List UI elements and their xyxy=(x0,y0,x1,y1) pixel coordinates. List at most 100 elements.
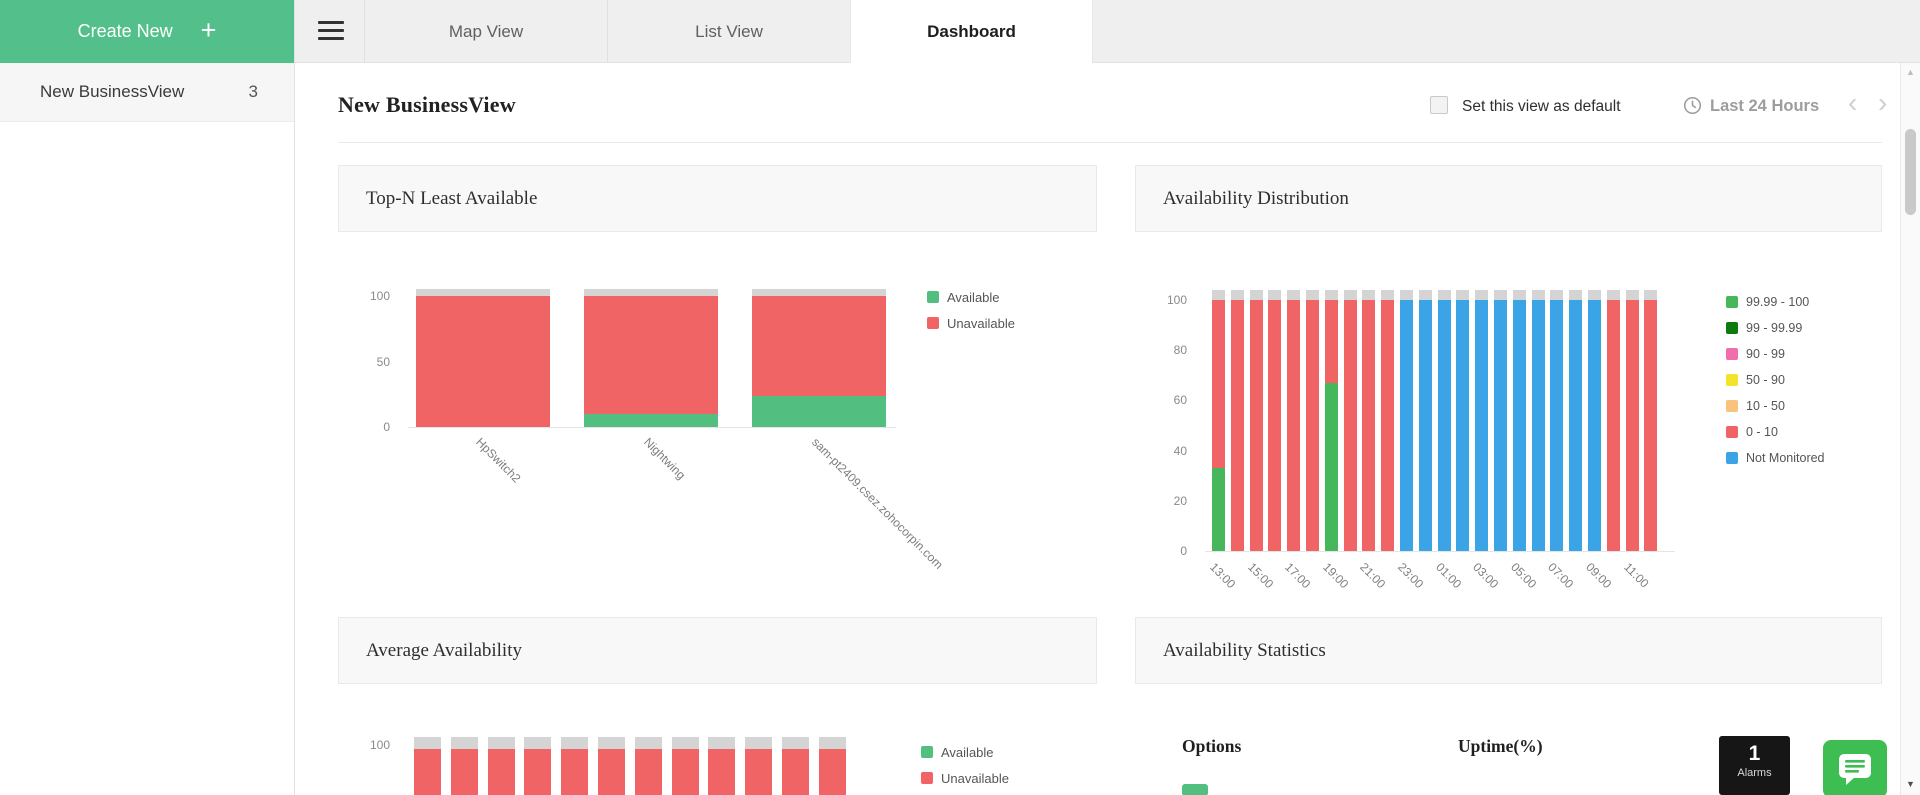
bar[interactable] xyxy=(450,737,478,795)
time-range-label[interactable]: Last 24 Hours xyxy=(1710,97,1820,115)
bar-cap xyxy=(708,737,736,749)
bar-Nightwing[interactable] xyxy=(584,289,718,427)
tab-list-view[interactable]: List View xyxy=(607,0,850,63)
bar-cap xyxy=(781,737,809,749)
bar-cap xyxy=(1381,290,1395,300)
bar[interactable] xyxy=(487,737,515,795)
legend-item[interactable]: 99.99 - 100 xyxy=(1726,294,1825,310)
legend-item[interactable]: Unavailable xyxy=(927,315,1015,331)
bar-segment xyxy=(1381,300,1395,551)
legend-swatch xyxy=(1726,348,1738,360)
sidebar-item-new-businessview[interactable]: New BusinessView 3 xyxy=(0,63,294,122)
bar-06:00[interactable] xyxy=(1531,290,1545,551)
bar-02:00[interactable] xyxy=(1456,290,1470,551)
bar[interactable] xyxy=(818,737,846,795)
vertical-scrollbar[interactable]: ▲ ▼ xyxy=(1900,63,1920,795)
alarms-count: 1 xyxy=(1748,742,1761,765)
bar-segment-unavailable xyxy=(745,749,773,795)
legend-item[interactable]: 50 - 90 xyxy=(1726,372,1825,388)
bar-14:00[interactable] xyxy=(1230,290,1244,551)
legend-label: 99.99 - 100 xyxy=(1746,295,1810,309)
bar-20:00[interactable] xyxy=(1343,290,1357,551)
bar[interactable] xyxy=(781,737,809,795)
legend-item[interactable]: Available xyxy=(927,289,1015,305)
bar-cap xyxy=(1569,290,1583,300)
legend-item[interactable]: Available xyxy=(921,744,1009,760)
x-axis-label: 09:00 xyxy=(1583,560,1615,592)
scroll-down-icon[interactable]: ▼ xyxy=(1906,779,1915,789)
bar-segment-unavailable xyxy=(752,296,886,396)
tab-map-view[interactable]: Map View xyxy=(364,0,607,63)
alarms-badge[interactable]: 1 Alarms xyxy=(1719,736,1790,795)
bar-22:00[interactable] xyxy=(1381,290,1395,551)
bar-cap xyxy=(524,737,552,749)
bar-19:00[interactable] xyxy=(1324,290,1338,551)
create-new-button[interactable]: Create New + xyxy=(0,0,294,63)
bar-HpSwitch2[interactable] xyxy=(416,289,550,427)
bar-13:00[interactable] xyxy=(1212,290,1225,551)
bar-cap xyxy=(671,737,699,749)
bar-23:00[interactable] xyxy=(1399,290,1413,551)
bar-12:00[interactable] xyxy=(1644,290,1658,551)
bar-03:00[interactable] xyxy=(1475,290,1489,551)
legend-swatch xyxy=(1726,452,1738,464)
bar[interactable] xyxy=(708,737,736,795)
availability-statistics-table: Options Uptime(%) xyxy=(1135,684,1882,795)
chevron-right-icon[interactable]: › xyxy=(1878,87,1888,118)
legend-item[interactable]: 10 - 50 xyxy=(1726,398,1825,414)
bar-01:00[interactable] xyxy=(1437,290,1451,551)
bar-cap xyxy=(1625,290,1639,300)
bar-cap xyxy=(1550,290,1564,300)
bar-00:00[interactable] xyxy=(1418,290,1432,551)
bar-10:00[interactable] xyxy=(1606,290,1620,551)
bar-cap xyxy=(1305,290,1319,300)
legend-item[interactable]: 0 - 10 xyxy=(1726,424,1825,440)
bar-segment xyxy=(1343,300,1357,551)
bar-21:00[interactable] xyxy=(1362,290,1376,551)
scroll-up-icon[interactable]: ▲ xyxy=(1906,67,1915,77)
default-view-checkbox[interactable] xyxy=(1430,96,1448,114)
legend-item[interactable]: 90 - 99 xyxy=(1726,346,1825,362)
bar[interactable] xyxy=(414,737,441,795)
bar-05:00[interactable] xyxy=(1512,290,1526,551)
tab-dashboard[interactable]: Dashboard xyxy=(850,0,1093,63)
default-view-label[interactable]: Set this view as default xyxy=(1462,98,1621,115)
bar-sam-pt2409.csez.zohocorpin.com[interactable] xyxy=(752,289,886,427)
panel-title-text: Availability Distribution xyxy=(1163,187,1349,209)
bar-07:00[interactable] xyxy=(1550,290,1564,551)
legend-item[interactable]: Unavailable xyxy=(921,770,1009,786)
bar-17:00[interactable] xyxy=(1287,290,1301,551)
bar[interactable] xyxy=(597,737,625,795)
bar-18:00[interactable] xyxy=(1305,290,1319,551)
bar[interactable] xyxy=(524,737,552,795)
bar-16:00[interactable] xyxy=(1268,290,1282,551)
chevron-left-icon[interactable]: ‹ xyxy=(1848,87,1858,118)
bar-11:00[interactable] xyxy=(1625,290,1639,551)
bar-08:00[interactable] xyxy=(1569,290,1583,551)
bar-segment xyxy=(1475,300,1489,551)
bar-cap xyxy=(1606,290,1620,300)
average-availability-chart: Available Unavailable 100 xyxy=(338,684,1097,795)
bar-cap xyxy=(414,737,441,749)
panel-title-availability-distribution: Availability Distribution xyxy=(1135,165,1882,232)
bar[interactable] xyxy=(634,737,662,795)
bar-segment xyxy=(1230,300,1244,551)
bar-cap xyxy=(745,737,773,749)
bar[interactable] xyxy=(745,737,773,795)
legend-item[interactable]: Not Monitored xyxy=(1726,450,1825,466)
bar-04:00[interactable] xyxy=(1493,290,1507,551)
x-axis-label: 13:00 xyxy=(1207,560,1239,592)
bar-15:00[interactable] xyxy=(1249,290,1263,551)
y-axis-label: 0 xyxy=(383,420,390,434)
bar[interactable] xyxy=(561,737,589,795)
chat-button[interactable] xyxy=(1823,740,1887,795)
sidebar: Create New + New BusinessView 3 xyxy=(0,0,295,795)
x-axis-label: 07:00 xyxy=(1545,560,1577,592)
bar-09:00[interactable] xyxy=(1587,290,1601,551)
bar-segment xyxy=(1587,300,1601,551)
bar[interactable] xyxy=(671,737,699,795)
legend-item[interactable]: 99 - 99.99 xyxy=(1726,320,1825,336)
scrollbar-thumb[interactable] xyxy=(1905,129,1916,215)
menu-icon[interactable] xyxy=(318,21,344,45)
bar-segment-available xyxy=(584,413,718,427)
